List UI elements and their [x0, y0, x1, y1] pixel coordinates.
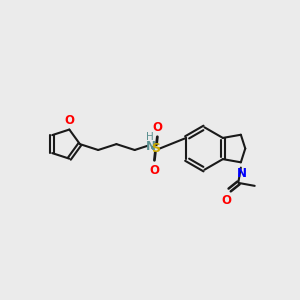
Text: O: O	[152, 121, 162, 134]
Text: S: S	[152, 142, 160, 155]
Text: N: N	[237, 167, 247, 180]
Text: H: H	[146, 132, 153, 142]
Text: O: O	[64, 114, 74, 127]
Text: N: N	[146, 140, 156, 153]
Text: O: O	[222, 194, 232, 207]
Text: O: O	[149, 164, 159, 176]
